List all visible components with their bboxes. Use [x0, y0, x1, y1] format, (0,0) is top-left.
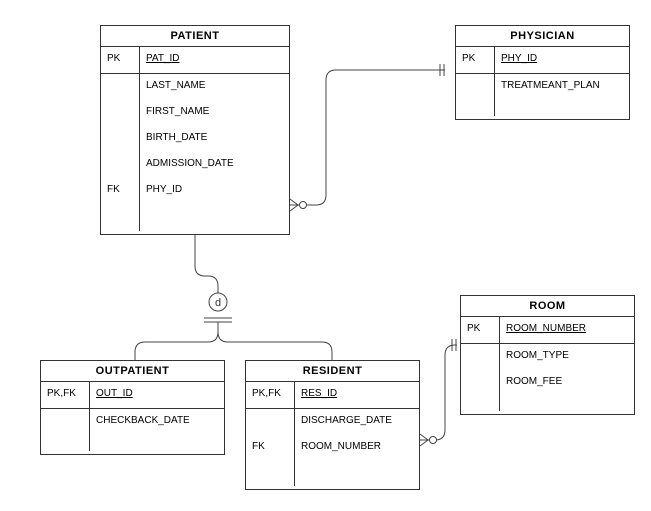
- attr-cell: BIRTH_DATE: [140, 126, 289, 152]
- key-cell: [461, 344, 499, 370]
- entity-outpatient: OUTPATIENT PK,FK OUT_ID CHECKBACK_DATE: [40, 360, 225, 455]
- entity-body: PK,FK OUT_ID CHECKBACK_DATE: [41, 382, 224, 451]
- entity-title: OUTPATIENT: [41, 361, 224, 382]
- key-cell: [101, 126, 139, 152]
- key-column: PK: [461, 317, 500, 411]
- cardinality-tick-icon: [452, 339, 456, 351]
- attr-column: OUT_ID CHECKBACK_DATE: [90, 382, 224, 451]
- attr-cell: PAT_ID: [140, 47, 289, 74]
- key-cell: [461, 370, 499, 396]
- entity-patient: PATIENT PK FK PAT_ID LAST_NAME FIRST_NAM…: [100, 25, 290, 235]
- key-cell: PK: [461, 317, 499, 344]
- cardinality-tick-icon: [440, 64, 444, 76]
- subtype-total-bar-icon: [204, 318, 232, 322]
- attr-cell: ADMISSION_DATE: [140, 152, 289, 178]
- key-cell: FK: [101, 178, 139, 204]
- key-cell: FK: [246, 435, 294, 461]
- key-column: PK FK: [101, 47, 140, 231]
- key-cell: PK,FK: [246, 382, 294, 409]
- attr-cell: FIRST_NAME: [140, 100, 289, 126]
- entity-title: PATIENT: [101, 26, 289, 47]
- er-canvas: PATIENT PK FK PAT_ID LAST_NAME FIRST_NAM…: [0, 0, 651, 511]
- key-cell: PK,FK: [41, 382, 89, 409]
- attr-column: ROOM_NUMBER ROOM_TYPE ROOM_FEE: [500, 317, 634, 411]
- key-cell: [41, 409, 89, 435]
- connector-patient-physician: [290, 70, 445, 205]
- key-cell: [101, 152, 139, 178]
- entity-resident: RESIDENT PK,FK FK RES_ID DISCHARGE_DATE …: [245, 360, 420, 490]
- connector-patient-subtype: [195, 235, 218, 293]
- attr-column: RES_ID DISCHARGE_DATE ROOM_NUMBER: [295, 382, 419, 486]
- crowfoot-icon: [420, 434, 428, 446]
- key-cell: [456, 74, 494, 100]
- entity-title: RESIDENT: [246, 361, 419, 382]
- attr-cell: CHECKBACK_DATE: [90, 409, 224, 435]
- attr-cell: ROOM_TYPE: [500, 344, 634, 370]
- entity-title: PHYSICIAN: [456, 26, 629, 47]
- subtype-disjoint-icon: [209, 293, 227, 311]
- entity-title: ROOM: [461, 296, 634, 317]
- entity-room: ROOM PK ROOM_NUMBER ROOM_TYPE ROOM_FEE: [460, 295, 635, 415]
- attr-cell: RES_ID: [295, 382, 419, 409]
- optionality-circle-icon: [300, 202, 307, 209]
- subtype-label: d: [215, 297, 221, 309]
- attr-cell: LAST_NAME: [140, 74, 289, 100]
- attr-column: PAT_ID LAST_NAME FIRST_NAME BIRTH_DATE A…: [140, 47, 289, 231]
- attr-cell: DISCHARGE_DATE: [295, 409, 419, 435]
- entity-body: PK ROOM_NUMBER ROOM_TYPE ROOM_FEE: [461, 317, 634, 411]
- key-column: PK,FK: [41, 382, 90, 451]
- connector-subtype-outpatient: [135, 322, 218, 360]
- key-cell: [101, 74, 139, 100]
- key-cell: [246, 409, 294, 435]
- key-cell: [101, 100, 139, 126]
- attr-cell: OUT_ID: [90, 382, 224, 409]
- connector-subtype-resident: [218, 322, 332, 360]
- entity-physician: PHYSICIAN PK PHY_ID TREATMEANT_PLAN: [455, 25, 630, 120]
- key-cell: PK: [456, 47, 494, 74]
- attr-column: PHY_ID TREATMEANT_PLAN: [495, 47, 629, 116]
- attr-cell: PHY_ID: [495, 47, 629, 74]
- attr-cell: TREATMEANT_PLAN: [495, 74, 629, 100]
- attr-cell: ROOM_FEE: [500, 370, 634, 396]
- attr-cell: ROOM_NUMBER: [500, 317, 634, 344]
- key-cell: PK: [101, 47, 139, 74]
- key-column: PK: [456, 47, 495, 116]
- entity-body: PK,FK FK RES_ID DISCHARGE_DATE ROOM_NUMB…: [246, 382, 419, 486]
- connector-resident-room: [420, 345, 457, 440]
- entity-body: PK FK PAT_ID LAST_NAME FIRST_NAME BIRTH_…: [101, 47, 289, 231]
- crowfoot-icon: [290, 199, 298, 211]
- attr-cell: PHY_ID: [140, 178, 289, 204]
- key-column: PK,FK FK: [246, 382, 295, 486]
- entity-body: PK PHY_ID TREATMEANT_PLAN: [456, 47, 629, 116]
- optionality-circle-icon: [430, 437, 437, 444]
- attr-cell: ROOM_NUMBER: [295, 435, 419, 461]
